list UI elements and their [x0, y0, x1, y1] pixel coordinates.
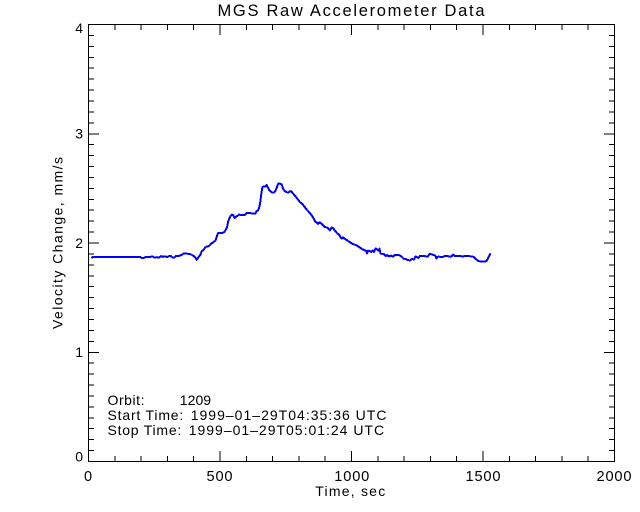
- svg-text:1: 1: [75, 344, 83, 360]
- svg-text:2: 2: [75, 235, 83, 251]
- svg-text:4: 4: [75, 20, 83, 36]
- svg-text:0: 0: [84, 469, 92, 485]
- svg-text:Time, sec: Time, sec: [315, 483, 385, 499]
- svg-text:1999–01–29T05:01:24 UTC: 1999–01–29T05:01:24 UTC: [189, 422, 384, 438]
- svg-text:Orbit:: Orbit:: [108, 392, 145, 408]
- svg-text:3: 3: [75, 126, 83, 142]
- svg-text:0: 0: [75, 449, 83, 465]
- svg-text:1000: 1000: [334, 469, 369, 485]
- svg-text:1500: 1500: [466, 469, 501, 485]
- svg-text:Stop Time:: Stop Time:: [108, 422, 182, 438]
- svg-text:2000: 2000: [597, 469, 632, 485]
- svg-text:1209: 1209: [180, 392, 212, 408]
- svg-text:1999–01–29T04:35:36 UTC: 1999–01–29T04:35:36 UTC: [191, 407, 387, 423]
- svg-text:500: 500: [207, 469, 233, 485]
- svg-text:Start Time:: Start Time:: [108, 407, 184, 423]
- svg-text:Velocity Change, mm/s: Velocity Change, mm/s: [49, 157, 65, 329]
- svg-text:MGS Raw Accelerometer Data: MGS Raw Accelerometer Data: [218, 2, 486, 20]
